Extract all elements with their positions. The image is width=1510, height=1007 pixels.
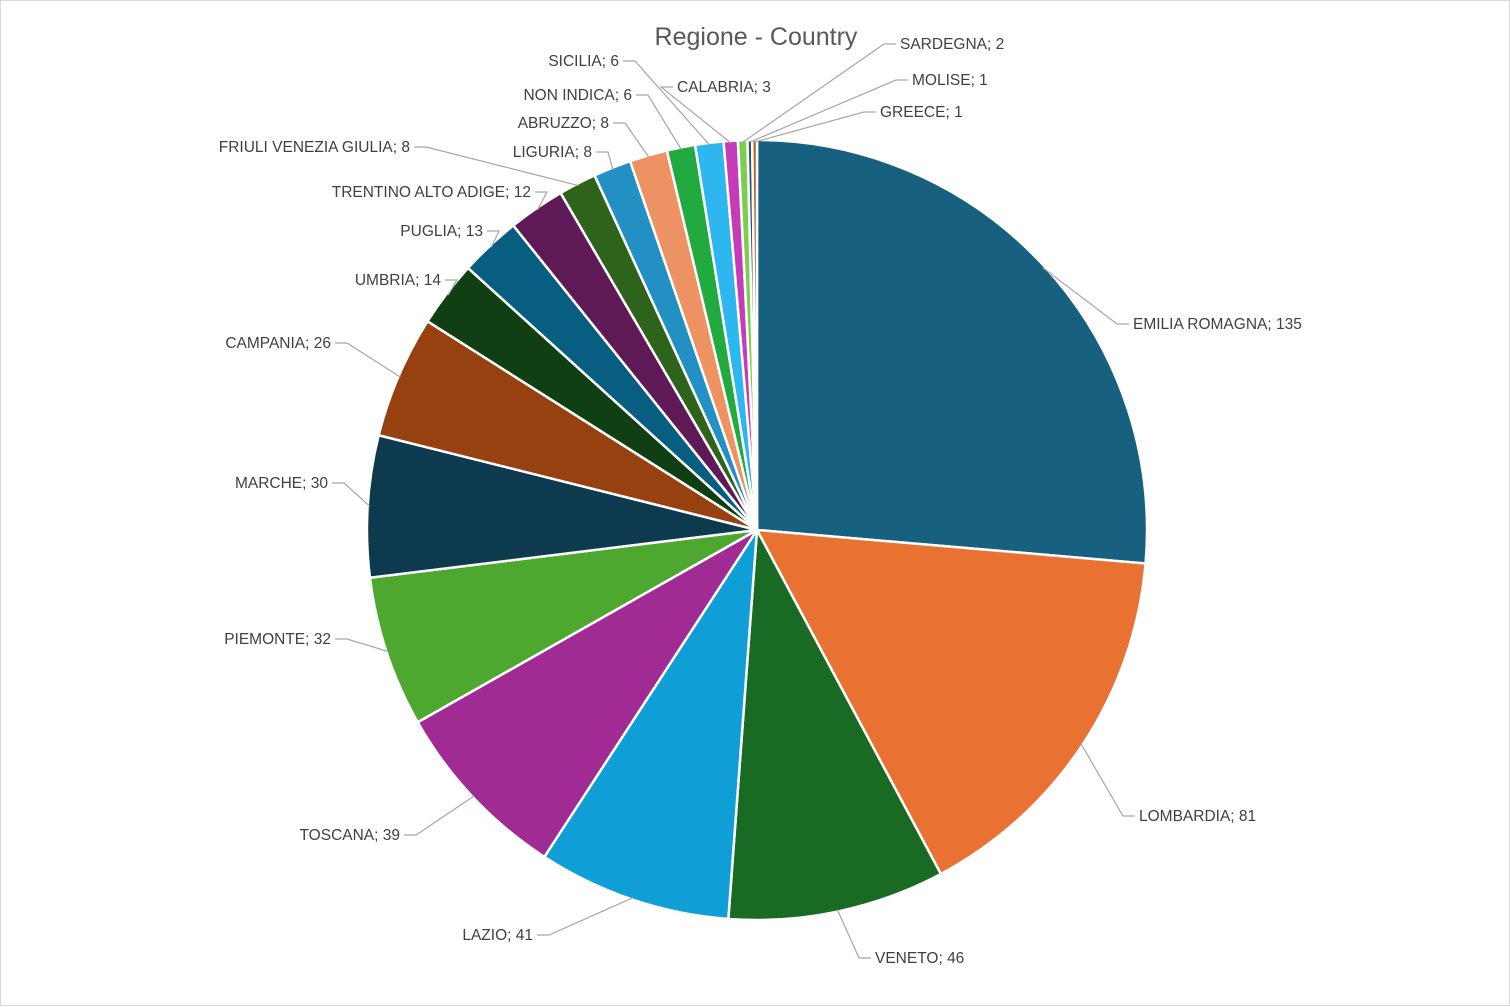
leader-line-non-indica [636,94,682,150]
data-label-lombardia: LOMBARDIA; 81 [1139,808,1256,825]
data-label-greece: GREECE; 1 [880,104,963,121]
data-label-piemonte: PIEMONTE; 32 [224,631,331,648]
leader-line-sardegna [742,43,896,143]
leader-line-umbria [445,279,459,296]
data-label-friuli-venezia-giulia: FRIULI VENEZIA GIULIA; 8 [219,139,410,156]
leader-line-sicilia [623,60,710,146]
leader-line-veneto [836,909,871,959]
pie-slice-lombardia [755,528,1147,876]
pie-slice-marche [365,433,759,579]
pie-slices [365,138,1149,922]
data-label-emilia-romagna: EMILIA ROMAGNA; 135 [1133,316,1302,333]
leader-line-friuli-venezia-giulia [414,146,579,187]
leader-line-campania [335,342,401,378]
data-label-marche: MARCHE; 30 [235,475,328,492]
data-label-calabria: CALABRIA; 3 [677,79,771,96]
data-label-abruzzo: ABRUZZO; 8 [518,115,609,132]
data-label-puglia: PUGLIA; 13 [400,223,483,240]
data-label-sicilia: SICILIA; 6 [548,53,619,70]
leader-line-emilia-romagna [1042,267,1129,325]
data-label-veneto: VENETO; 46 [875,950,964,967]
data-label-sardegna: SARDEGNA; 2 [900,36,1004,53]
leader-line-piemonte [335,638,389,653]
leader-line-abruzzo [613,122,650,158]
leader-lines [332,43,1135,959]
leader-line-calabria [659,86,732,144]
pie-slice-lazio [543,528,759,921]
leader-line-marche [332,482,371,507]
leader-line-molise [749,79,908,143]
data-label-liguria: LIGURIA; 8 [513,144,592,161]
data-labels: EMILIA ROMAGNA; 135 LOMBARDIA; 81 VENETO; … [219,36,1302,967]
data-label-campania: CAMPANIA; 26 [225,335,331,352]
data-label-non-indica: NON INDICA; 6 [523,87,632,104]
leader-line-greece [754,111,876,143]
leader-line-liguria [596,151,614,170]
leader-line-puglia [487,230,500,248]
leader-line-trentino-alto-adige [535,191,548,211]
data-label-umbria: UMBRIA; 14 [355,272,442,289]
data-label-molise: MOLISE; 1 [912,72,988,89]
pie-slice-emilia-romagna [755,138,1149,565]
leader-line-lombardia [1080,743,1135,817]
leader-line-toscana [404,795,475,836]
data-label-lazio: LAZIO; 41 [462,927,533,944]
data-label-toscana: TOSCANA; 39 [299,827,400,844]
chart-title: Regione - Country [655,23,858,51]
leader-line-lazio [537,897,634,936]
data-label-trentino-alto-adige: TRENTINO ALTO ADIGE; 12 [332,184,531,201]
pie-slice-piemonte [368,528,759,724]
